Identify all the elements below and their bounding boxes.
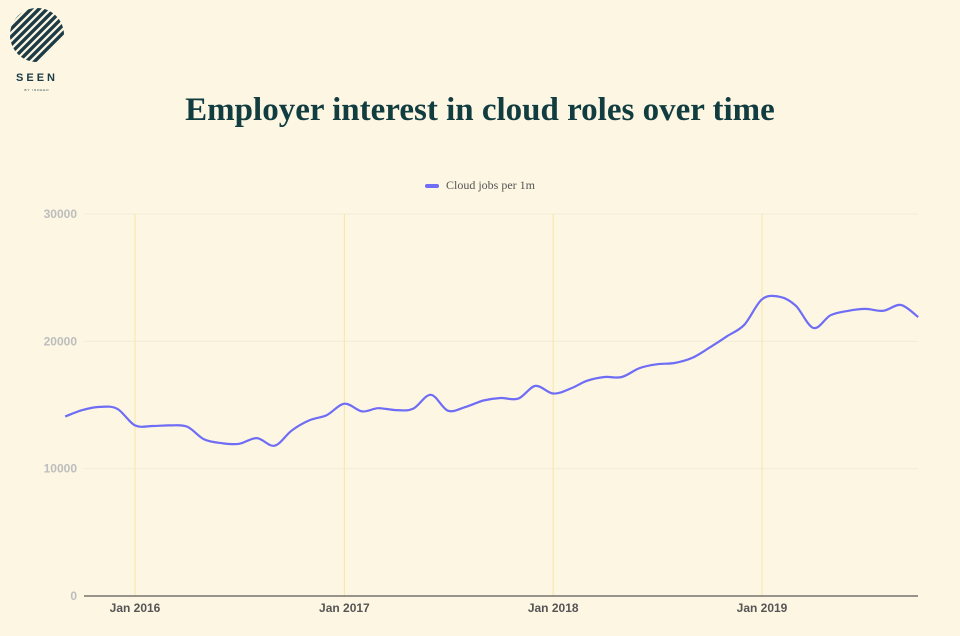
data-point: [673, 362, 675, 364]
data-point: [847, 310, 849, 312]
x-tick-label: Jan 2019: [737, 601, 788, 615]
data-point: [64, 415, 66, 417]
grid-layer: [84, 213, 918, 596]
data-point: [221, 442, 223, 444]
data-point: [273, 445, 275, 447]
data-point: [186, 425, 188, 427]
y-tick-label: 30000: [44, 207, 78, 221]
data-point: [377, 407, 379, 409]
legend-swatch: [425, 183, 439, 188]
data-point: [864, 308, 866, 310]
data-point: [829, 314, 831, 316]
data-point: [291, 429, 293, 431]
x-tick-label: Jan 2018: [528, 601, 579, 615]
seen-logo: SEEN BY INDEED: [8, 6, 66, 92]
data-point: [795, 305, 797, 307]
data-point: [412, 408, 414, 410]
data-point: [812, 327, 814, 329]
data-point: [882, 310, 884, 312]
legend-label: Cloud jobs per 1m: [446, 178, 535, 192]
data-point: [152, 425, 154, 427]
data-point: [99, 406, 101, 408]
data-point: [343, 403, 345, 405]
data-point: [203, 438, 205, 440]
data-point: [395, 409, 397, 411]
y-tick-label: 0: [70, 589, 77, 603]
data-point: [116, 408, 118, 410]
data-point: [900, 304, 902, 306]
data-point: [726, 335, 728, 337]
data-point: [691, 357, 693, 359]
data-point: [308, 419, 310, 421]
data-point: [586, 380, 588, 382]
data-point: [465, 406, 467, 408]
data-point: [430, 394, 432, 396]
data-point: [499, 397, 501, 399]
data-point: [168, 424, 170, 426]
data-point: [325, 414, 327, 416]
x-tick-label: Jan 2016: [110, 601, 161, 615]
chart-legend: Cloud jobs per 1m: [0, 178, 960, 193]
data-point: [134, 424, 136, 426]
logo-text: SEEN: [16, 72, 58, 84]
data-point: [517, 397, 519, 399]
data-point: [482, 399, 484, 401]
data-point: [552, 392, 554, 394]
logo-mark: [10, 8, 64, 62]
data-point: [361, 410, 363, 412]
data-point: [604, 376, 606, 378]
y-tick-label: 20000: [44, 334, 78, 348]
series-line-cloud-jobs: [64, 294, 919, 447]
data-point: [81, 409, 83, 411]
data-point: [447, 410, 449, 412]
x-axis-ticks: Jan 2016 Jan 2017 Jan 2018 Jan 2019: [110, 601, 788, 615]
data-point: [638, 367, 640, 369]
data-point: [256, 437, 258, 439]
x-tick-label: Jan 2017: [319, 601, 370, 615]
data-point: [917, 316, 919, 318]
y-axis-ticks: 0 10000 20000 30000: [44, 207, 78, 603]
data-point: [779, 296, 781, 298]
data-point: [743, 324, 745, 326]
data-point: [238, 443, 240, 445]
data-point: [621, 376, 623, 378]
series-points: [64, 296, 919, 447]
data-point: [761, 298, 763, 300]
data-point: [534, 385, 536, 387]
chart-title: Employer interest in cloud roles over ti…: [185, 92, 775, 128]
data-point: [570, 387, 572, 389]
y-tick-label: 10000: [44, 462, 78, 476]
data-point: [708, 347, 710, 349]
logo-subtext: BY INDEED: [24, 88, 50, 92]
data-point: [656, 363, 658, 365]
